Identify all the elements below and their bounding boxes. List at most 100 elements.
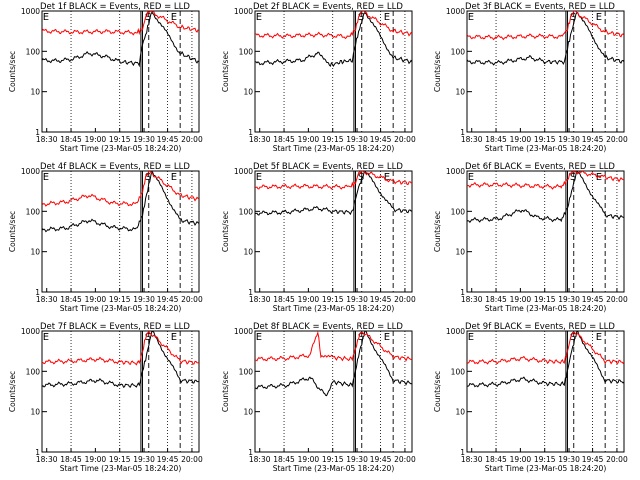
- x-tick-label: 19:30: [133, 295, 155, 304]
- y-tick-label: 1: [460, 448, 465, 457]
- plot-frame: [466, 10, 625, 133]
- y-tick-label: 1000: [446, 167, 465, 176]
- y-tick-label: 1000: [234, 167, 253, 176]
- lld-series-line: [467, 331, 624, 365]
- x-tick-label: 19:30: [558, 455, 580, 464]
- x-tick-label: 19:30: [346, 455, 368, 464]
- interval-marker-label: S: [358, 172, 364, 183]
- x-tick-label: 20:00: [394, 135, 416, 144]
- x-tick-label: 19:45: [157, 455, 179, 464]
- x-tick-label: 20:00: [394, 295, 416, 304]
- events-series-line: [467, 171, 624, 224]
- x-axis-label: Start Time (23-Mar-05 18:24:20): [485, 464, 607, 473]
- x-tick-label: 18:45: [485, 295, 507, 304]
- x-tick-label: 20:00: [394, 455, 416, 464]
- x-tick-label: 18:30: [249, 295, 271, 304]
- panel-title: Det 5f BLACK = Events, RED = LLD: [253, 162, 403, 172]
- interval-marker-label: E: [468, 332, 474, 343]
- x-tick-label: 19:15: [322, 455, 344, 464]
- x-axis-label: Start Time (23-Mar-05 18:24:20): [60, 304, 182, 313]
- y-tick-label: 1000: [446, 7, 465, 16]
- y-tick-label: 1000: [21, 167, 40, 176]
- interval-marker-label: E: [256, 172, 262, 183]
- y-tick-label: 100: [451, 367, 466, 376]
- x-tick-label: 18:45: [273, 295, 295, 304]
- x-tick-label: 19:45: [582, 295, 604, 304]
- x-tick-label: 19:30: [346, 295, 368, 304]
- y-tick-label: 10: [455, 248, 465, 257]
- x-tick-label: 19:00: [298, 135, 320, 144]
- interval-marker-label: E: [171, 172, 177, 183]
- interval-marker-label: E: [384, 12, 390, 23]
- x-axis-label: Start Time (23-Mar-05 18:24:20): [60, 144, 182, 153]
- x-tick-label: 19:15: [322, 295, 344, 304]
- x-tick-label: 19:00: [85, 455, 107, 464]
- x-tick-label: 19:15: [534, 135, 556, 144]
- y-tick-label: 100: [451, 207, 466, 216]
- y-tick-label: 1: [460, 288, 465, 297]
- y-tick-label: 100: [26, 207, 41, 216]
- y-tick-label: 100: [239, 207, 254, 216]
- x-tick-label: 19:00: [298, 455, 320, 464]
- x-tick-label: 19:00: [85, 295, 107, 304]
- lld-series-line: [255, 171, 412, 190]
- x-tick-label: 20:00: [181, 455, 203, 464]
- y-axis-label: Counts/sec: [221, 51, 230, 92]
- x-tick-label: 18:45: [60, 295, 82, 304]
- lld-series-line: [42, 171, 199, 207]
- y-tick-label: 100: [26, 47, 41, 56]
- y-tick-label: 1: [460, 128, 465, 137]
- plot-frame: [466, 170, 625, 293]
- x-tick-label: 19:15: [109, 295, 131, 304]
- y-tick-label: 1000: [446, 327, 465, 336]
- x-tick-label: 19:45: [370, 455, 392, 464]
- interval-marker-label: E: [43, 12, 49, 23]
- x-tick-label: 19:00: [510, 295, 532, 304]
- interval-marker-label: E: [43, 332, 49, 343]
- x-tick-label: 19:45: [582, 135, 604, 144]
- y-tick-label: 10: [455, 408, 465, 417]
- x-tick-label: 19:15: [109, 455, 131, 464]
- plot-frame: [41, 330, 200, 453]
- interval-marker-label: S: [145, 332, 151, 343]
- x-axis-label: Start Time (23-Mar-05 18:24:20): [273, 304, 395, 313]
- x-tick-label: 18:45: [485, 135, 507, 144]
- x-tick-label: 20:00: [181, 135, 203, 144]
- x-axis-label: Start Time (23-Mar-05 18:24:20): [60, 464, 182, 473]
- y-axis-label: Counts/sec: [8, 371, 17, 412]
- interval-marker-label: S: [570, 332, 576, 343]
- y-tick-label: 100: [239, 367, 254, 376]
- x-axis-label: Start Time (23-Mar-05 18:24:20): [273, 464, 395, 473]
- x-tick-label: 19:30: [346, 135, 368, 144]
- y-axis-label: Counts/sec: [433, 211, 442, 252]
- interval-marker-label: S: [145, 12, 151, 23]
- y-tick-label: 100: [451, 47, 466, 56]
- x-tick-label: 18:30: [36, 135, 58, 144]
- events-series-line: [467, 11, 624, 66]
- x-tick-label: 18:30: [461, 295, 483, 304]
- x-tick-label: 18:30: [36, 295, 58, 304]
- x-tick-label: 19:00: [85, 135, 107, 144]
- interval-marker-label: E: [468, 12, 474, 23]
- y-axis-label: Counts/sec: [433, 371, 442, 412]
- y-tick-label: 1: [248, 448, 253, 457]
- interval-marker-label: S: [358, 332, 364, 343]
- interval-marker-label: E: [384, 332, 390, 343]
- y-tick-label: 10: [30, 408, 40, 417]
- x-tick-label: 18:30: [36, 455, 58, 464]
- plot-frame: [254, 10, 413, 133]
- plot-frame: [254, 330, 413, 453]
- plot-frame: [254, 170, 413, 293]
- x-tick-label: 18:30: [461, 455, 483, 464]
- x-axis-label: Start Time (23-Mar-05 18:24:20): [485, 144, 607, 153]
- x-tick-label: 18:45: [273, 455, 295, 464]
- x-tick-label: 19:30: [558, 295, 580, 304]
- y-tick-label: 10: [243, 248, 253, 257]
- x-tick-label: 19:45: [582, 455, 604, 464]
- interval-marker-label: S: [570, 172, 576, 183]
